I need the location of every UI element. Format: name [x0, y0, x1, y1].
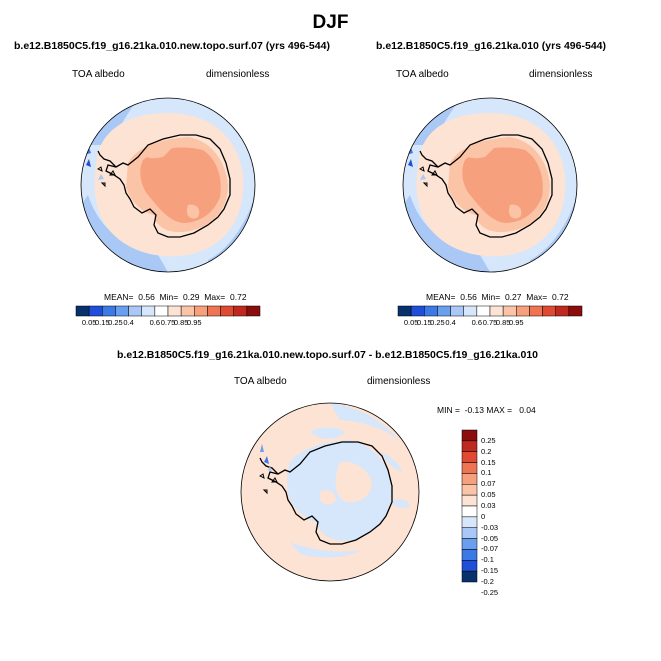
diff-colorbar-tick-label: -0.25 — [481, 587, 499, 597]
diff-panel-variable-label: TOA albedo — [234, 376, 287, 387]
panel-1-colorbar-tick-label: 0.85 — [173, 318, 189, 327]
colorbar-swatch — [410, 305, 425, 317]
panel-1-title: b.e12.B1850C5.f19_g16.21ka.010.new.topo.… — [14, 40, 330, 52]
panel-1-map-border — [80, 97, 256, 273]
panel-1-colorbar-tick-label: 0.25 — [108, 318, 123, 327]
diff-panel-minmax: MIN = -0.13 MAX = 0.04 — [437, 405, 536, 415]
colorbar-swatch — [568, 305, 583, 317]
diff-colorbar-tick-label: 0.15 — [481, 457, 496, 467]
colorbar-swatch — [141, 305, 156, 317]
panel-1-map — [81, 98, 255, 272]
panel-1-colorbar-tick-label: 0.6 — [149, 318, 161, 327]
colorbar-swatch — [88, 305, 103, 317]
colorbar-swatch — [542, 305, 556, 317]
colorbar-swatch — [463, 305, 478, 317]
figure-title: DJF — [312, 12, 349, 33]
panel-2-map-border — [402, 97, 578, 273]
diff-colorbar-tick-label: 0.05 — [481, 490, 496, 500]
diff-colorbar-tick-label: -0.15 — [481, 566, 499, 576]
panel-1-colorbar — [75, 305, 261, 317]
colorbar-swatch — [180, 305, 195, 317]
colorbar-swatch — [424, 305, 438, 317]
panel-2-stats: MEAN= 0.56 Min= 0.27 Max= 0.72 — [426, 292, 569, 302]
diff-colorbar-swatch — [461, 505, 478, 518]
panel-2-colorbar-tick-label: 0.4 — [445, 318, 456, 327]
colorbar-swatch — [397, 305, 412, 317]
colorbar-swatch — [207, 305, 221, 317]
panel-1-colorbar-tick-label: 0.05 — [81, 318, 97, 327]
diff-colorbar-tick-label: 0.03 — [481, 501, 496, 510]
panel-1-colorbar-tick-label: 0.75 — [160, 318, 176, 327]
colorbar-swatch — [154, 305, 169, 317]
colorbar-swatch — [233, 305, 248, 317]
colorbar-swatch — [246, 305, 261, 317]
colorbar-swatch — [75, 305, 90, 317]
panel-2-title: b.e12.B1850C5.f19_g16.21ka.010 (yrs 496-… — [376, 40, 606, 52]
diff-colorbar-swatch — [461, 440, 478, 452]
panel-1-stats: MEAN= 0.56 Min= 0.29 Max= 0.72 — [104, 292, 247, 302]
colorbar-swatch — [476, 305, 491, 317]
diff-colorbar-swatch — [461, 451, 478, 463]
diff-colorbar-tick-label: -0.2 — [481, 577, 494, 586]
colorbar-swatch — [128, 305, 142, 317]
diff-colorbar-swatch — [461, 538, 478, 550]
colorbar-swatch — [167, 305, 182, 317]
panel-2-colorbar-tick-label: 0.6 — [471, 318, 483, 327]
colorbar-swatch — [555, 305, 570, 317]
panel-1-colorbar-tick-label: 0.15 — [94, 318, 110, 327]
diff-map — [241, 403, 419, 581]
diff-colorbar-swatch — [461, 560, 478, 572]
diff-colorbar-tick-label: 0.1 — [481, 468, 492, 478]
diff-map-border — [240, 402, 420, 582]
colorbar-swatch — [194, 305, 208, 317]
colorbar-swatch — [529, 305, 543, 317]
diff-colorbar-tick-label: 0 — [481, 511, 486, 521]
panel-2-colorbar-tick-label: 0.85 — [495, 318, 511, 327]
panel-2-colorbar — [397, 305, 583, 317]
diff-colorbar-tick-label: -0.05 — [481, 533, 499, 543]
diff-colorbar-tick-label: -0.1 — [481, 555, 494, 565]
panel-2-colorbar-tick-label: 0.95 — [508, 318, 524, 327]
panel-1-colorbar-tick-label: 0.95 — [186, 318, 202, 327]
colorbar-swatch — [502, 305, 517, 317]
diff-colorbar-swatch — [461, 462, 478, 474]
panel-2-units-label: dimensionless — [529, 69, 593, 80]
panel-1-variable-label: TOA albedo — [72, 69, 125, 80]
panel-2-colorbar-tick-label: 0.05 — [403, 318, 419, 327]
colorbar-swatch — [220, 305, 234, 317]
colorbar-swatch — [489, 305, 504, 317]
colorbar-swatch — [115, 305, 129, 317]
diff-colorbar-tick-label: -0.07 — [481, 544, 499, 554]
diff-colorbar-tick-label: -0.03 — [481, 522, 499, 532]
diff-panel-units-label: dimensionless — [367, 376, 431, 387]
panel-2-map — [403, 98, 577, 272]
panel-2-colorbar-tick-label: 0.25 — [430, 318, 445, 327]
panel-1-units-label: dimensionless — [206, 69, 270, 80]
panel-2-colorbar-tick-label: 0.75 — [482, 318, 498, 327]
diff-colorbar-tick-label: 0.07 — [481, 479, 496, 489]
panel-1-colorbar-tick-label: 0.4 — [123, 318, 134, 327]
diff-colorbar-swatch — [461, 473, 478, 485]
colorbar-swatch — [102, 305, 116, 317]
diff-colorbar-swatch — [461, 429, 478, 442]
diff-colorbar-swatch — [461, 484, 478, 496]
panel-2-colorbar-tick-label: 0.15 — [416, 318, 432, 327]
diff-colorbar-swatch — [461, 527, 478, 539]
colorbar-swatch — [437, 305, 451, 317]
diff-panel-title: b.e12.B1850C5.f19_g16.21ka.010.new.topo.… — [117, 349, 539, 361]
diff-colorbar-swatch — [461, 549, 478, 561]
diff-colorbar-tick-label: 0.2 — [481, 446, 492, 456]
colorbar-swatch — [450, 305, 464, 317]
diff-colorbar-tick-label: 0.25 — [481, 435, 496, 445]
colorbar-swatch — [516, 305, 530, 317]
diff-colorbar-swatch — [461, 494, 478, 507]
diff-colorbar-swatch — [461, 570, 478, 583]
panel-2-variable-label: TOA albedo — [396, 69, 449, 80]
diff-colorbar — [461, 429, 478, 583]
diff-colorbar-swatch — [461, 516, 478, 528]
